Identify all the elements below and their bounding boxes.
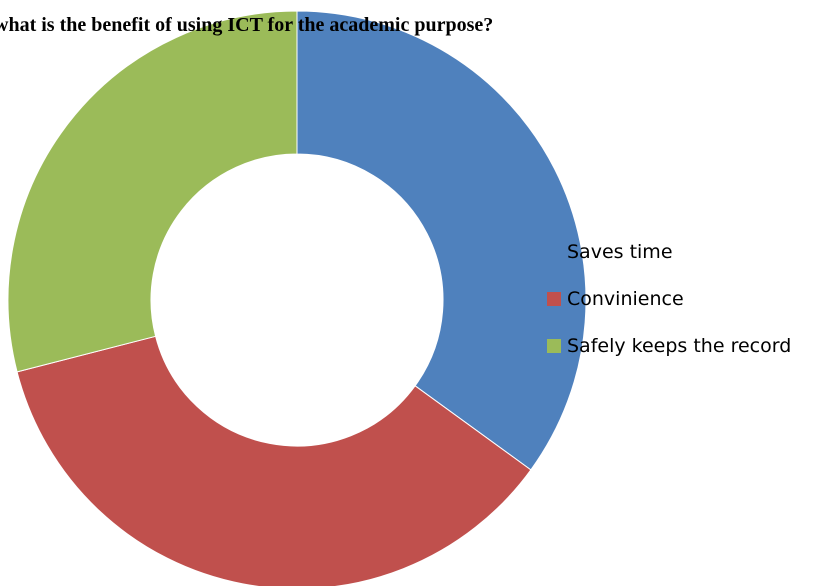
legend-label-convinience: Convinience [567,288,684,310]
chart-title: what is the benefit of using ICT for the… [0,14,494,36]
legend-swatch-convinience [547,292,561,306]
donut-slices [7,10,587,586]
slice-saves-time [296,10,587,471]
legend-label-safely-keeps-the-record: Safely keeps the record [567,335,791,357]
legend-label-saves-time: Saves time [567,241,673,263]
legend: Saves time Convinience Safely keeps the re… [547,241,791,357]
slice-safely-keeps-the-record [7,10,298,373]
legend-swatch-saves-time [547,245,561,259]
slice-convinience [16,335,532,586]
legend-swatch-safely-keeps-the-record [547,339,561,353]
